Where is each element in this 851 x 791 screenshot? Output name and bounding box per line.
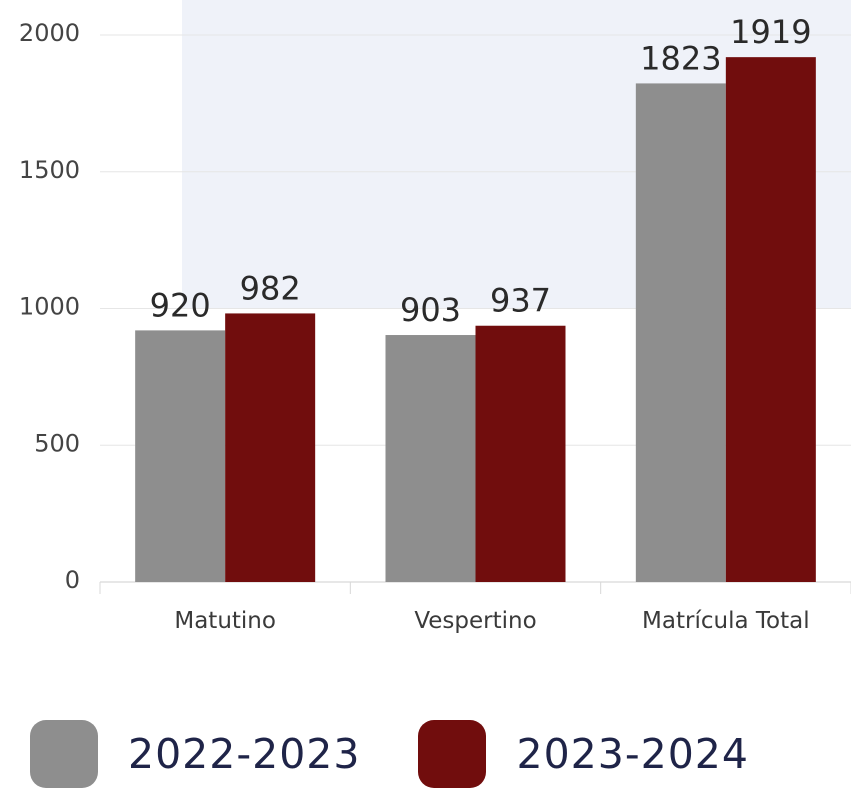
x-category-label-vespertino: Vespertino <box>414 608 536 634</box>
data-label-2022-2023-matrícula-total: 1823 <box>640 39 721 77</box>
y-tick-label-1000: 1000 <box>19 293 80 321</box>
legend-label-2023-2024: 2023-2024 <box>516 730 749 778</box>
bar-2023-2024-matrícula-total[interactable] <box>725 57 816 582</box>
data-label-2023-2024-matrícula-total: 1919 <box>730 13 811 51</box>
data-label-2023-2024-vespertino: 937 <box>490 282 551 320</box>
x-category-label-matrícula-total: Matrícula Total <box>642 608 810 634</box>
bar-2022-2023-vespertino[interactable] <box>385 335 476 582</box>
bar-2022-2023-matrícula-total[interactable] <box>635 83 726 583</box>
data-label-2023-2024-matutino: 982 <box>240 269 301 307</box>
x-axis-category-labels: Matutino Vespertino Matrícula Total <box>174 608 809 634</box>
chart-legend: 2022-2023 2023-2024 <box>30 718 807 790</box>
legend-swatch-2023-2024 <box>418 720 487 788</box>
bar-2022-2023-matutino[interactable] <box>135 330 226 582</box>
y-tick-label-2000: 2000 <box>19 19 80 47</box>
legend-swatch-2022-2023 <box>30 720 98 788</box>
y-tick-label-500: 500 <box>34 429 80 457</box>
data-label-2022-2023-vespertino: 903 <box>400 291 461 329</box>
legend-item-2022-2023[interactable]: 2022-2023 <box>30 720 360 788</box>
bar-2023-2024-matutino[interactable] <box>225 313 316 582</box>
bars <box>135 57 816 583</box>
x-category-label-matutino: Matutino <box>174 608 276 634</box>
data-label-2022-2023-matutino: 920 <box>150 286 211 324</box>
legend-label-2022-2023: 2022-2023 <box>128 730 361 778</box>
bar-2023-2024-vespertino[interactable] <box>475 325 566 582</box>
legend-item-2023-2024[interactable]: 2023-2024 <box>418 720 748 788</box>
y-axis-tick-labels: 0 500 1000 1500 2000 <box>19 19 80 594</box>
y-tick-label-0: 0 <box>65 566 80 594</box>
y-tick-label-1500: 1500 <box>19 156 80 184</box>
